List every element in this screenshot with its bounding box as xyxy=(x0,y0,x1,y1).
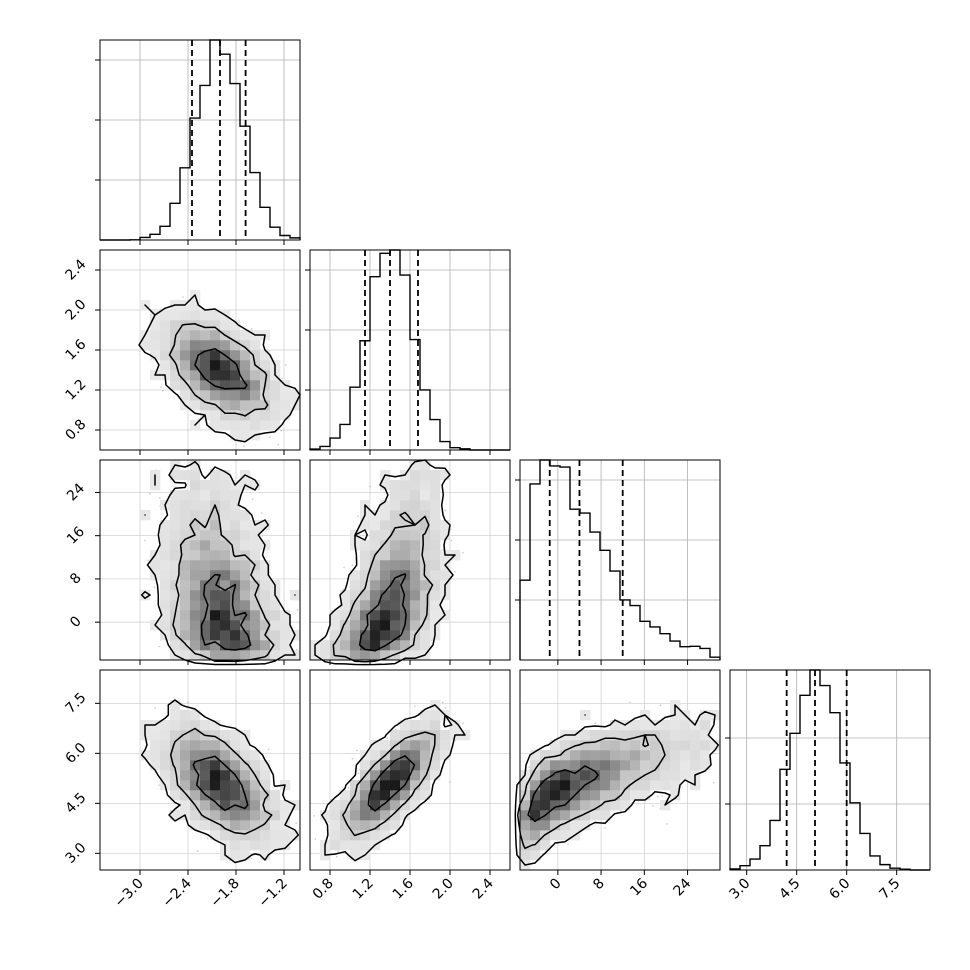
contour-level-2 xyxy=(169,727,273,835)
contour-level-2 xyxy=(168,323,269,417)
density-cells xyxy=(140,460,301,661)
panel-background xyxy=(520,460,720,660)
contour-level-2 xyxy=(516,734,666,850)
histogram-panel-4 xyxy=(725,669,931,875)
contour-level-1 xyxy=(200,573,252,651)
y-tick-label: 16 xyxy=(64,524,88,548)
x-tick-label: −2.4 xyxy=(159,875,194,910)
contour-level-1 xyxy=(358,573,407,652)
x-tick-label: 2.4 xyxy=(470,875,497,902)
y-tick-label: 0 xyxy=(67,613,85,631)
y-tick-label: 6.0 xyxy=(62,740,89,767)
y-tick-label: 8 xyxy=(67,570,85,588)
y-tick-label: 3.0 xyxy=(62,840,89,867)
histogram-step xyxy=(100,39,301,241)
x-tick-label: −1.2 xyxy=(255,876,290,911)
contour-level-2 xyxy=(342,731,436,837)
histogram-panel-3 xyxy=(515,459,721,665)
x-tick-label: 0.8 xyxy=(310,876,337,903)
x-tick-label: 24 xyxy=(670,875,694,899)
contour-level-3 xyxy=(138,294,301,443)
x-tick-label: 6.0 xyxy=(826,876,853,903)
density-panel-4-3 xyxy=(514,669,721,875)
x-tick-label: −1.8 xyxy=(207,876,242,911)
y-tick-label: 24 xyxy=(64,480,88,504)
panel-frame xyxy=(99,459,301,661)
x-tick-label: 1.6 xyxy=(390,875,417,902)
density-panel-3-2 xyxy=(309,459,511,666)
density-panel-4-2 xyxy=(309,669,511,875)
contour-level-3 xyxy=(320,704,466,862)
contour-level-3 xyxy=(514,704,720,866)
x-tick-label: 0 xyxy=(547,876,565,894)
contour-level-1 xyxy=(367,755,416,812)
x-tick-label: 7.5 xyxy=(876,876,903,903)
x-tick-label: 1.2 xyxy=(350,876,377,903)
histogram-step xyxy=(309,249,510,451)
y-tick-label: 1.6 xyxy=(62,336,89,363)
x-tick-label: 16 xyxy=(627,875,651,899)
y-tick-label: 1.2 xyxy=(62,376,89,403)
histogram-step xyxy=(729,669,930,871)
x-tick-label: −3.0 xyxy=(111,876,146,911)
contour-level-1 xyxy=(192,755,249,812)
contour-level-3 xyxy=(140,460,296,666)
panels: −3.0 −2.4 −1.8 −1.2 0.8 1.2 1.6 2.0 2.4 0 8 16 24 3.0… xyxy=(62,39,931,911)
y-tick-label: 7.5 xyxy=(62,690,89,717)
contour-level-2 xyxy=(332,511,434,663)
contour-level-3 xyxy=(140,699,300,864)
contour-level-1 xyxy=(527,765,599,823)
histogram-panel-2 xyxy=(305,249,511,455)
x-tick-label: 4.5 xyxy=(776,876,803,903)
x-tick-label: 8 xyxy=(590,876,608,894)
y-tick-label: 0.8 xyxy=(62,416,89,443)
panel-frame xyxy=(99,39,301,241)
panel-frame xyxy=(99,669,301,871)
y-tick-label: 2.0 xyxy=(62,296,89,323)
contour-level-2 xyxy=(172,504,275,663)
density-panel-2-1 xyxy=(95,249,301,455)
panel-frame xyxy=(519,669,721,871)
x-tick-label: 3.0 xyxy=(726,876,753,903)
x-tick-label: 2.0 xyxy=(430,876,457,903)
density-panel-4-1 xyxy=(95,669,301,875)
y-tick-label: 4.5 xyxy=(62,790,89,817)
y-tick-label: 2.4 xyxy=(62,256,89,283)
panel-frame xyxy=(519,459,721,661)
contour-level-3 xyxy=(314,459,456,666)
histogram-panel-1 xyxy=(95,39,301,245)
contour-level-1 xyxy=(194,348,248,390)
panel-frame xyxy=(729,669,931,871)
density-panel-3-1 xyxy=(95,459,301,666)
